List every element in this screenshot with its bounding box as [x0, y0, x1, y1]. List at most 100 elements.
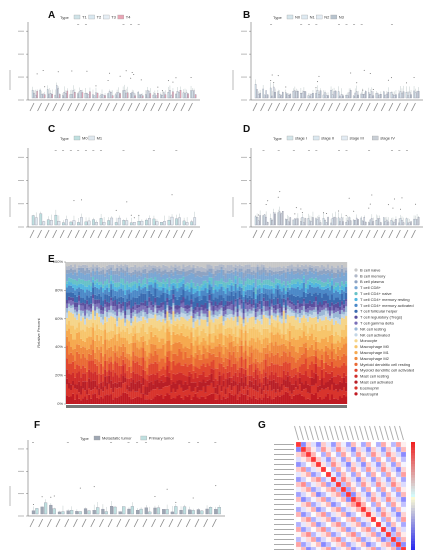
- stacked-segment: [160, 271, 163, 277]
- stacked-segment: [260, 382, 263, 389]
- stacked-segment: [180, 325, 183, 333]
- stacked-segment: [78, 310, 81, 314]
- stacked-segment: [74, 269, 77, 273]
- stacked-segment: [292, 357, 295, 369]
- stacked-segment: [340, 336, 344, 348]
- stacked-segment: [344, 283, 348, 287]
- stacked-segment: [178, 348, 181, 363]
- stacked-segment: [190, 299, 193, 304]
- stacked-segment: [96, 385, 99, 390]
- legend-key: [354, 351, 358, 355]
- stacked-segment: [220, 391, 223, 400]
- stacked-segment: [92, 310, 95, 323]
- stacked-segment: [216, 262, 219, 266]
- stacked-segment: [222, 290, 225, 298]
- stacked-segment: [248, 356, 251, 365]
- heatmap-cell: [345, 536, 352, 543]
- stacked-segment: [174, 365, 177, 375]
- stacked-segment: [178, 341, 181, 349]
- significance-mark: **: [77, 149, 79, 153]
- stacked-segment: [116, 315, 119, 322]
- stacked-segment: [154, 344, 157, 351]
- stacked-segment: [226, 264, 229, 271]
- stacked-segment: [244, 350, 247, 359]
- stacked-segment: [68, 273, 71, 278]
- stacked-segment: [184, 328, 187, 337]
- stacked-segment: [230, 269, 233, 273]
- stacked-segment: [78, 270, 81, 279]
- stacked-segment: [204, 283, 207, 289]
- stacked-segment: [146, 278, 149, 285]
- stacked-segment: [198, 344, 201, 350]
- stacked-segment: [322, 329, 326, 339]
- legend-label: Monocyte: [360, 338, 378, 343]
- stacked-segment: [100, 363, 103, 375]
- heatmap-cell: [350, 501, 357, 508]
- panel-label-b: B: [243, 10, 251, 21]
- panel-label-a: A: [48, 10, 56, 21]
- stacked-segment: [180, 281, 183, 287]
- stacked-segment: [306, 271, 310, 275]
- stacked-segment: [256, 391, 259, 400]
- heatmap-cell: [325, 501, 332, 508]
- stacked-segment: [168, 313, 171, 318]
- x-tick-label: [313, 229, 318, 239]
- stacked-segment: [332, 382, 336, 391]
- stacked-segment: [102, 324, 105, 331]
- stacked-segment: [102, 391, 105, 399]
- stacked-segment: [156, 394, 159, 404]
- stacked-segment: [334, 307, 338, 313]
- heatmap-cell: [345, 526, 352, 533]
- stacked-segment: [302, 322, 305, 332]
- stacked-segment: [276, 308, 279, 313]
- stacked-segment: [216, 356, 219, 369]
- box: [101, 508, 105, 515]
- stacked-segment: [276, 273, 279, 280]
- stacked-segment: [322, 262, 326, 267]
- stacked-segment: [148, 281, 151, 286]
- stacked-segment: [142, 336, 145, 342]
- heatmap-cell: [395, 461, 402, 468]
- legend-label: stage I: [295, 136, 307, 141]
- stacked-segment: [112, 270, 115, 275]
- stacked-segment: [342, 314, 346, 319]
- stacked-segment: [312, 309, 316, 313]
- stacked-segment: [104, 386, 107, 396]
- stacked-segment: [150, 363, 153, 375]
- stacked-segment: [204, 340, 207, 349]
- stacked-segment: [270, 306, 273, 311]
- stacked-segment: [284, 278, 287, 287]
- stacked-segment: [316, 275, 320, 281]
- stacked-segment: [168, 372, 171, 378]
- stacked-segment: [108, 363, 111, 371]
- heatmap-cell: [375, 521, 382, 528]
- stacked-segment: [146, 272, 149, 279]
- stacked-segment: [194, 393, 197, 404]
- stacked-segment: [222, 262, 225, 265]
- stacked-segment: [278, 303, 281, 309]
- stacked-segment: [300, 337, 303, 347]
- stacked-segment: [160, 338, 163, 349]
- stacked-segment: [74, 294, 77, 303]
- stacked-segment: [324, 396, 328, 404]
- stacked-segment: [88, 273, 91, 281]
- column-label: [309, 425, 314, 441]
- outlier: [273, 82, 275, 84]
- stacked-segment: [266, 289, 269, 296]
- outlier: [126, 201, 128, 203]
- stacked-segment: [302, 301, 305, 307]
- outlier: [415, 203, 417, 205]
- stacked-segment: [266, 272, 269, 277]
- heatmap-cell: [335, 496, 342, 503]
- box: [254, 216, 257, 226]
- stacked-segment: [82, 273, 85, 280]
- heatmap-cell: [390, 461, 397, 468]
- stacked-segment: [262, 369, 265, 378]
- heatmap-cell: [385, 476, 392, 483]
- stacked-segment: [96, 295, 99, 300]
- heatmap-cell: [330, 511, 337, 518]
- stacked-segment: [196, 307, 199, 312]
- stacked-segment: [266, 390, 269, 398]
- x-tick-label: [120, 102, 125, 112]
- stacked-segment: [266, 378, 269, 384]
